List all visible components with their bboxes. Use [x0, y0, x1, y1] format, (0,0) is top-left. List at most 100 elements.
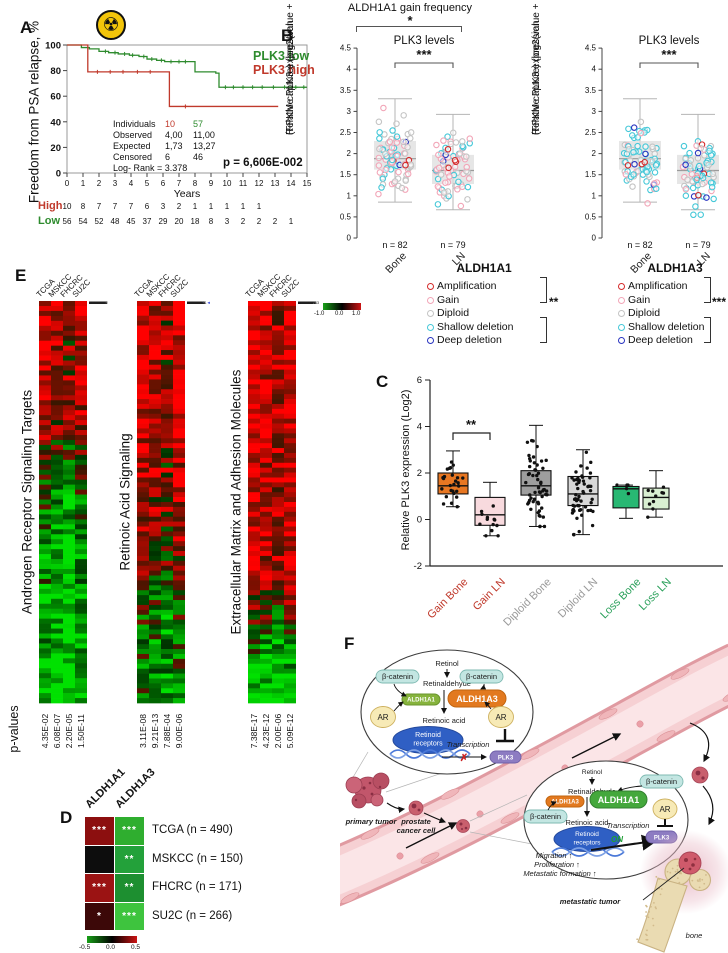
- flow-arrow: [571, 733, 622, 759]
- shape: [260, 639, 272, 645]
- shape: [63, 529, 75, 535]
- shape: [39, 583, 51, 590]
- shape: [149, 546, 161, 552]
- shape: [161, 389, 173, 395]
- shape: AR: [495, 713, 506, 722]
- shape: [173, 698, 185, 704]
- gene-label: ALDH1A2: [187, 300, 205, 305]
- gain-point: [644, 200, 651, 207]
- significance-stars: ***: [661, 47, 677, 62]
- shape: [63, 335, 75, 342]
- gene-label: STEAP4: [89, 300, 105, 305]
- gene-label: ITGA4: [298, 300, 310, 305]
- y-tick: 40: [50, 117, 61, 128]
- blood-vessel: [340, 643, 728, 907]
- shape: [284, 384, 296, 390]
- gene-label: SNAI2: [89, 300, 101, 305]
- shape: [260, 413, 272, 420]
- shape: [173, 639, 185, 645]
- shape: [284, 423, 296, 429]
- x-axis-label: Years: [174, 188, 200, 200]
- shape: [39, 588, 51, 595]
- km-curve: [67, 44, 307, 88]
- gene-label: COL4A2: [298, 300, 314, 305]
- shape: [260, 433, 272, 439]
- shape: [51, 554, 63, 560]
- y-tick: 2.5: [340, 128, 352, 137]
- shape: [75, 449, 87, 456]
- shape: [75, 355, 87, 361]
- gain-point: [688, 170, 696, 178]
- shape: [532, 461, 537, 465]
- shape: [484, 534, 488, 538]
- gene-label: ABHD2: [89, 300, 103, 305]
- shape: [173, 678, 185, 684]
- shape: [284, 443, 296, 449]
- shape: [75, 578, 87, 585]
- shape: [284, 600, 296, 606]
- shape: [272, 639, 284, 645]
- shape: [161, 683, 173, 689]
- shape: [39, 693, 51, 699]
- shallow-point: [464, 183, 472, 191]
- gene-label: ELL2: [89, 300, 99, 305]
- shape: [39, 479, 51, 485]
- shape: [149, 457, 161, 464]
- shape: [284, 595, 296, 601]
- gene-label: MMP15: [298, 300, 312, 305]
- shape: [248, 600, 260, 606]
- shape: [660, 490, 664, 495]
- d-cell: [85, 845, 114, 873]
- gene-label: KLK4: [89, 300, 99, 305]
- gene-label: ACKR3: [89, 300, 103, 305]
- shape: [248, 526, 260, 532]
- deep-dot: [618, 337, 625, 344]
- shape: [272, 658, 284, 665]
- gene-label: ITGA6: [298, 300, 310, 305]
- shape: [149, 678, 161, 684]
- gene-label: FOXA1: [187, 300, 201, 305]
- gene-label: AKIP1: [187, 300, 199, 305]
- shape: ALDH1A3: [551, 800, 579, 806]
- gene-label: TGFB2: [187, 300, 200, 305]
- legend-stars: ***: [712, 295, 727, 309]
- shape: [648, 910, 650, 913]
- gain-point: [446, 173, 453, 180]
- shape: [173, 305, 185, 312]
- shape: [63, 435, 75, 441]
- shape: [536, 477, 540, 482]
- shape: [161, 614, 173, 621]
- shape: [63, 578, 75, 585]
- shape: [260, 325, 272, 331]
- shape: [137, 683, 149, 689]
- shape: [161, 673, 173, 679]
- gene-label: SHH: [187, 300, 196, 305]
- panel-b-label: B: [281, 26, 294, 45]
- shape: [161, 663, 173, 670]
- shape: [284, 394, 296, 400]
- shape: [39, 425, 51, 431]
- shape: [448, 483, 452, 488]
- gene-label: ITGA5: [298, 300, 310, 305]
- shape: [149, 399, 161, 405]
- shape: [63, 608, 75, 615]
- shape: [137, 688, 149, 694]
- shape: [272, 516, 284, 522]
- diploid-point: [391, 178, 399, 185]
- stat-high: 6: [165, 152, 170, 162]
- shape: [63, 430, 75, 436]
- risk-value: 7: [113, 202, 118, 211]
- retinol-label: Retinol: [582, 769, 603, 776]
- shape: [173, 418, 185, 424]
- shape: [137, 536, 149, 542]
- gene-label: SELL: [298, 300, 308, 305]
- shape: [63, 380, 75, 386]
- shape: [161, 399, 173, 405]
- p-values-label: p-values: [7, 705, 21, 753]
- shape: [272, 693, 284, 699]
- y-tick: 2: [347, 149, 352, 158]
- shape: [272, 624, 284, 630]
- gene-label: NANOG: [187, 300, 202, 305]
- shape: [63, 534, 75, 540]
- shape: [149, 472, 161, 478]
